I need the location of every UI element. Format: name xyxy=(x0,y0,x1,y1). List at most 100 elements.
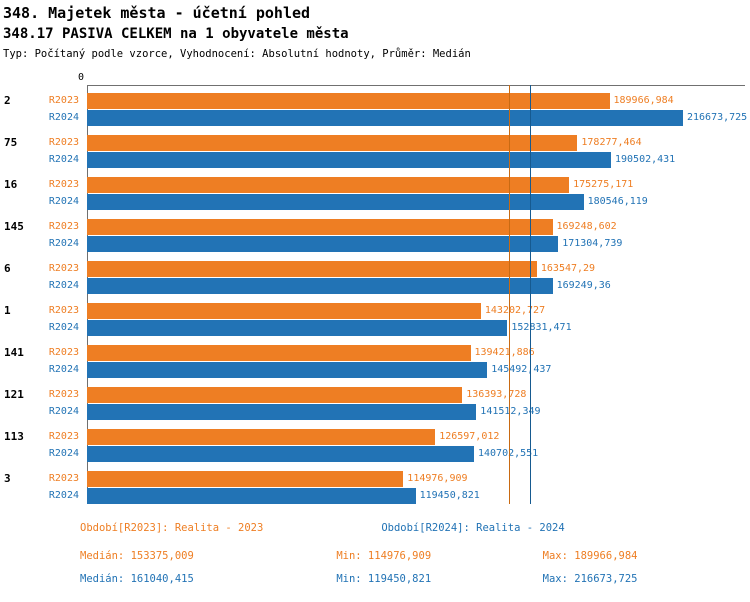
series-tick-label: R2024 xyxy=(48,112,79,123)
bar-r2024-141[interactable] xyxy=(87,361,488,378)
bar-r2024-145[interactable] xyxy=(87,235,559,252)
value-label: 136393,728 xyxy=(466,389,527,400)
bar-r2024-2[interactable] xyxy=(87,109,683,126)
legend-item-r2023: Období[R2023]: Realita - 2023 xyxy=(80,522,264,534)
category-label: 121 xyxy=(4,388,24,401)
series-tick-label: R2023 xyxy=(48,221,79,232)
stat-max-r2024: Max: 216673,725 xyxy=(542,573,638,585)
x-axis-line xyxy=(87,85,745,86)
bar-row-r2023-113: 113 R2023 126597,012 xyxy=(0,428,750,445)
bar-group-6: 6 R2023 163547,29 R2024 169249,36 xyxy=(0,260,750,294)
category-label: 16 xyxy=(4,178,18,191)
series-tick-label: R2024 xyxy=(48,238,79,249)
value-label: 189966,984 xyxy=(613,95,674,106)
value-label: 171304,739 xyxy=(562,238,623,249)
bar-r2023-1[interactable] xyxy=(87,302,481,319)
bar-r2023-145[interactable] xyxy=(87,218,553,235)
bar-row-r2023-75: 75 R2023 178277,464 xyxy=(0,134,750,151)
series-tick-label: R2023 xyxy=(48,347,79,358)
category-label: 75 xyxy=(4,136,18,149)
stats-block: Medián: 153375,009 Min: 114976,909 Max: … xyxy=(0,545,750,591)
stat-min-r2023: Min: 114976,909 xyxy=(336,550,432,562)
y-axis-line xyxy=(87,85,88,504)
bar-group-141: 141 R2023 139421,886 R2024 145492,437 xyxy=(0,344,750,378)
median-line-r2024 xyxy=(530,85,531,504)
axis-zero-label: 0 xyxy=(78,72,85,83)
bar-r2023-2[interactable] xyxy=(87,92,610,109)
value-label: 175275,171 xyxy=(573,179,634,190)
bar-r2023-141[interactable] xyxy=(87,344,471,361)
bar-row-r2024-121: R2024 141512,349 xyxy=(0,403,750,420)
bar-row-r2024-2: R2024 216673,725 xyxy=(0,109,750,126)
bar-r2023-113[interactable] xyxy=(87,428,436,445)
series-tick-label: R2024 xyxy=(48,322,79,333)
bar-row-r2023-121: 121 R2023 136393,728 xyxy=(0,386,750,403)
bar-row-r2023-1: 1 R2023 143202,727 xyxy=(0,302,750,319)
bar-r2024-1[interactable] xyxy=(87,319,508,336)
value-label: 114976,909 xyxy=(407,473,468,484)
plot-area: 2 R2023 189966,984 R2024 216673,725 75 R2023 17… xyxy=(0,85,750,504)
series-tick-label: R2023 xyxy=(48,389,79,400)
value-label: 141512,349 xyxy=(480,406,541,417)
series-tick-label: R2024 xyxy=(48,154,79,165)
bar-r2024-113[interactable] xyxy=(87,445,474,462)
bar-group-3: 3 R2023 114976,909 R2024 119450,821 xyxy=(0,470,750,504)
series-tick-label: R2023 xyxy=(48,179,79,190)
stat-min-r2024: Min: 119450,821 xyxy=(336,573,432,585)
bar-row-r2023-3: 3 R2023 114976,909 xyxy=(0,470,750,487)
bar-r2023-16[interactable] xyxy=(87,176,570,193)
series-tick-label: R2024 xyxy=(48,364,79,375)
bar-row-r2023-16: 16 R2023 175275,171 xyxy=(0,176,750,193)
series-tick-label: R2024 xyxy=(48,196,79,207)
bar-row-r2024-1: R2024 152831,471 xyxy=(0,319,750,336)
bar-r2023-121[interactable] xyxy=(87,386,463,403)
bar-r2024-16[interactable] xyxy=(87,193,584,210)
legend-item-r2024: Období[R2024]: Realita - 2024 xyxy=(381,522,565,534)
value-label: 216673,725 xyxy=(687,112,748,123)
indicator-title: 348.17 PASIVA CELKEM na 1 obyvatele měst… xyxy=(3,26,349,42)
series-tick-label: R2023 xyxy=(48,263,79,274)
bar-row-r2024-141: R2024 145492,437 xyxy=(0,361,750,378)
bar-row-r2024-113: R2024 140702,551 xyxy=(0,445,750,462)
report-meta: Typ: Počítaný podle vzorce, Vyhodnocení:… xyxy=(3,48,471,60)
bar-row-r2024-3: R2024 119450,821 xyxy=(0,487,750,504)
bar-chart: 0 2 R2023 189966,984 R2024 216673,725 75 R2023… xyxy=(0,72,750,504)
bar-r2023-75[interactable] xyxy=(87,134,578,151)
bar-group-1: 1 R2023 143202,727 R2024 152831,471 xyxy=(0,302,750,336)
series-tick-label: R2023 xyxy=(48,431,79,442)
value-label: 126597,012 xyxy=(439,431,500,442)
category-label: 145 xyxy=(4,220,24,233)
series-tick-label: R2024 xyxy=(48,448,79,459)
category-label: 113 xyxy=(4,430,24,443)
value-label: 143202,727 xyxy=(484,305,546,316)
bar-r2024-121[interactable] xyxy=(87,403,477,420)
value-label: 140702,551 xyxy=(478,448,538,459)
bar-group-113: 113 R2023 126597,012 R2024 140702,551 xyxy=(0,428,750,462)
bar-group-121: 121 R2023 136393,728 R2024 141512,349 xyxy=(0,386,750,420)
series-tick-label: R2023 xyxy=(48,473,79,484)
value-label: 163547,29 xyxy=(540,263,596,274)
bar-r2023-3[interactable] xyxy=(87,470,404,487)
stats-row-r2024: Medián: 161040,415 Min: 119450,821 Max: … xyxy=(0,568,750,591)
stats-row-r2023: Medián: 153375,009 Min: 114976,909 Max: … xyxy=(0,545,750,568)
bar-r2023-6[interactable] xyxy=(87,260,537,277)
series-tick-label: R2024 xyxy=(48,280,79,291)
category-label: 3 xyxy=(4,472,11,485)
bar-r2024-75[interactable] xyxy=(87,151,611,168)
series-tick-label: R2023 xyxy=(48,137,79,148)
bar-group-16: 16 R2023 175275,171 R2024 180546,119 xyxy=(0,176,750,210)
value-label: 169248,602 xyxy=(556,221,617,232)
bar-row-r2024-6: R2024 169249,36 xyxy=(0,277,750,294)
legend: Období[R2023]: Realita - 2023 Období[R20… xyxy=(0,522,750,534)
value-label: 178277,464 xyxy=(581,137,642,148)
stat-median-r2023: Medián: 153375,009 xyxy=(80,550,194,562)
series-tick-label: R2023 xyxy=(48,95,79,106)
stat-max-r2023: Max: 189966,984 xyxy=(542,550,638,562)
bar-group-145: 145 R2023 169248,602 R2024 171304,739 xyxy=(0,218,750,252)
bar-row-r2023-2: 2 R2023 189966,984 xyxy=(0,92,750,109)
category-label: 1 xyxy=(4,304,11,317)
value-label: 139421,886 xyxy=(474,347,535,358)
bar-r2024-6[interactable] xyxy=(87,277,553,294)
bar-r2024-3[interactable] xyxy=(87,487,416,504)
bar-row-r2023-141: 141 R2023 139421,886 xyxy=(0,344,750,361)
